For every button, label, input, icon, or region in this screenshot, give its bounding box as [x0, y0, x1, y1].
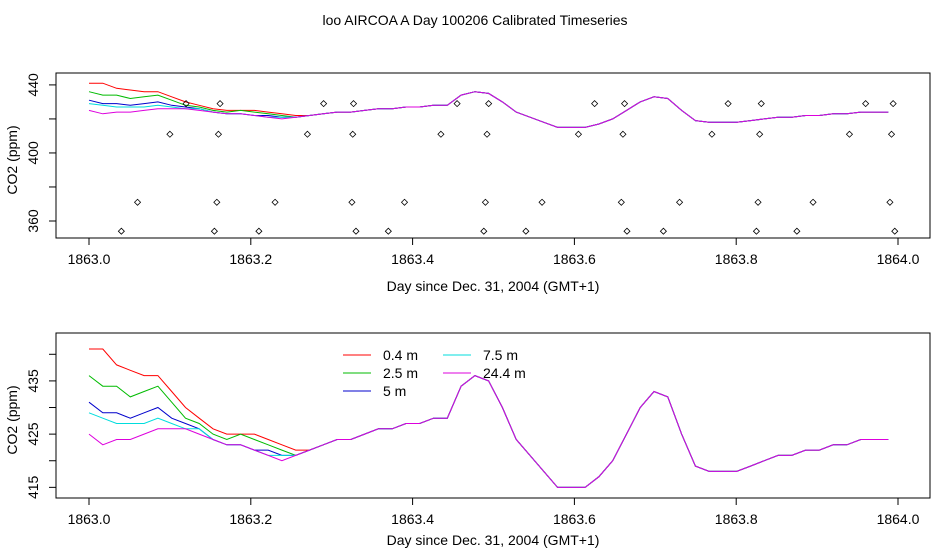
data-marker [349, 100, 358, 108]
data-marker [522, 227, 530, 235]
data-marker [271, 198, 279, 206]
data-marker [617, 198, 625, 206]
data-marker [676, 198, 684, 206]
x-axis-label-bottom: Day since Dec. 31, 2004 (GMT+1) [387, 532, 600, 548]
data-marker [213, 198, 221, 206]
data-marker [756, 130, 764, 138]
legend-label: 7.5 m [483, 347, 518, 363]
data-marker [752, 227, 760, 235]
x-tick-label: 1863.6 [553, 251, 596, 267]
data-marker [809, 198, 817, 206]
data-marker [352, 227, 360, 235]
data-marker [845, 130, 854, 138]
y-axis-label-bottom: CO2 (ppm) [4, 385, 20, 454]
x-tick-label: 1863.8 [715, 511, 758, 527]
data-marker [255, 227, 263, 235]
data-marker [348, 198, 356, 206]
data-marker [133, 198, 142, 206]
legend-label: 24.4 m [483, 365, 526, 381]
data-marker [862, 100, 870, 108]
data-marker [166, 130, 174, 138]
legend-label: 5 m [383, 383, 406, 399]
x-tick-label: 1864.0 [877, 251, 920, 267]
data-marker [659, 227, 667, 235]
x-tick-label: 1863.2 [229, 511, 272, 527]
data-marker [623, 227, 631, 235]
data-marker [757, 100, 765, 108]
y-tick-label: 425 [25, 422, 41, 446]
figure-title: loo AIRCOA A Day 100206 Calibrated Times… [322, 12, 627, 28]
data-marker [210, 227, 218, 235]
plot-box-bottom [55, 332, 931, 499]
y-tick-label: 415 [25, 475, 41, 499]
y-tick-label: 400 [25, 141, 41, 165]
data-marker [591, 100, 599, 108]
data-marker [453, 100, 461, 108]
data-marker [481, 198, 489, 206]
x-axis-label-top: Day since Dec. 31, 2004 (GMT+1) [387, 278, 600, 294]
data-marker [320, 100, 328, 108]
chart-bottom: 1863.0 1863.2 1863.4 1863.6 1863.8 1864.0 415 4… [4, 332, 931, 548]
plot-box-top [55, 72, 931, 239]
data-marker [887, 130, 896, 138]
series-line [88, 91, 889, 128]
data-marker [538, 198, 546, 206]
data-marker [891, 227, 899, 235]
data-marker [483, 130, 491, 138]
series-line [88, 375, 889, 488]
data-marker [619, 130, 627, 138]
y-tick-label: 435 [25, 369, 41, 393]
x-tick-label: 1864.0 [877, 511, 920, 527]
series-line [88, 91, 889, 128]
x-tick-label: 1863.6 [553, 511, 596, 527]
x-tick-label: 1863.8 [715, 251, 758, 267]
x-tick-label: 1863.2 [229, 251, 272, 267]
series-line [88, 375, 889, 488]
series-line [89, 82, 889, 128]
data-marker [708, 130, 716, 138]
data-marker [303, 130, 311, 138]
data-marker [400, 198, 409, 206]
data-marker [889, 100, 897, 108]
data-marker [754, 198, 762, 206]
data-marker [480, 227, 488, 235]
data-marker [437, 130, 445, 138]
data-marker [214, 130, 223, 138]
legend-label: 2.5 m [383, 365, 418, 381]
chart-top: 1863.0 1863.2 1863.4 1863.6 1863.8 1864.0 360 4… [4, 72, 931, 294]
x-tick-label: 1863.0 [68, 511, 111, 527]
data-marker [485, 100, 493, 108]
data-marker [793, 227, 801, 235]
legend-label: 0.4 m [383, 347, 418, 363]
y-tick-label: 440 [25, 73, 41, 97]
x-tick-label: 1863.4 [391, 511, 434, 527]
data-marker [620, 100, 629, 108]
x-tick-label: 1863.0 [68, 251, 111, 267]
data-marker [216, 100, 224, 108]
data-marker [886, 198, 894, 206]
y-tick-label: 360 [25, 209, 41, 233]
data-marker [724, 100, 732, 108]
data-marker [182, 100, 190, 108]
data-marker [384, 227, 392, 235]
x-tick-label: 1863.4 [391, 251, 434, 267]
data-marker [574, 130, 583, 138]
y-axis-label-top: CO2 (ppm) [4, 125, 20, 194]
data-marker [117, 227, 125, 235]
data-marker [349, 130, 357, 138]
